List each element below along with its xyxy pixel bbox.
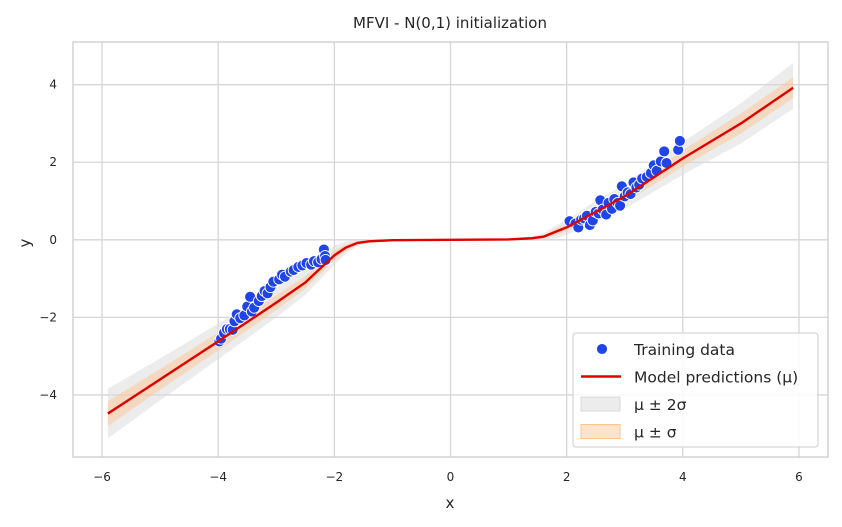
data-point <box>673 134 686 147</box>
legend-marker-training-data <box>596 343 608 355</box>
legend-marker-band <box>580 396 621 412</box>
legend-label: μ ± 2σ <box>634 396 687 414</box>
y-tick-label: −2 <box>39 310 57 324</box>
y-axis-label: y <box>16 238 34 247</box>
y-tick-label: 2 <box>49 155 57 169</box>
x-tick-label: 4 <box>679 470 687 484</box>
x-tick-label: −6 <box>93 470 111 484</box>
x-axis-label: x <box>446 494 455 512</box>
legend-box <box>572 332 819 448</box>
legend-label: Model predictions (μ) <box>634 369 798 387</box>
prediction-line <box>107 86 794 415</box>
y-tick-label: 4 <box>49 78 57 92</box>
chart-title: MFVI - N(0,1) initialization <box>353 14 547 32</box>
y-tick-label: −4 <box>39 388 57 402</box>
legend-marker-band <box>580 424 621 439</box>
prediction-line-layer <box>107 86 794 415</box>
x-tick-label: 2 <box>563 470 571 484</box>
y-tick-label: 0 <box>49 233 57 247</box>
plot-frame <box>72 41 829 458</box>
x-tick-label: 0 <box>447 470 455 484</box>
x-tick-label: −2 <box>325 470 343 484</box>
scatter-points <box>213 134 686 348</box>
x-tick-label: −4 <box>209 470 227 484</box>
legend-label: μ ± σ <box>634 424 677 442</box>
tick-labels: −6 −4 −2 0 2 4 6 −4 −2 0 2 4 <box>39 78 802 484</box>
data-point <box>319 254 332 266</box>
plot-border <box>72 41 829 458</box>
x-tick-label: 6 <box>795 470 803 484</box>
legend-label: Training data <box>633 341 735 359</box>
data-point <box>658 145 671 158</box>
legend: Training data Model predictions (μ) μ ± 2σ… <box>572 332 819 448</box>
grid-layer <box>73 42 828 457</box>
